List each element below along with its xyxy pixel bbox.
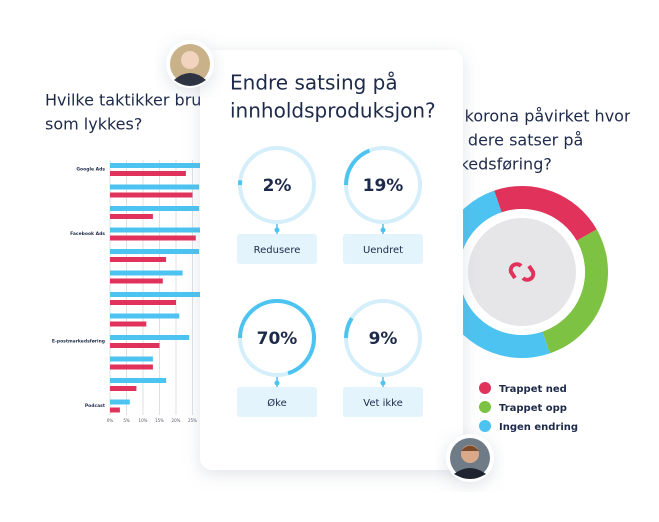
bar: [110, 321, 147, 327]
connector-dot: [274, 227, 280, 233]
category-label: Facebook Ads: [70, 231, 105, 237]
bar: [110, 257, 167, 262]
gauge-label: Øke: [267, 397, 286, 409]
label-box: [343, 234, 423, 264]
avatar: [166, 40, 214, 88]
bar: [110, 378, 167, 383]
bar: [110, 300, 176, 305]
donut-segment: [542, 229, 608, 354]
category-label: E-postmarkedsføring: [52, 339, 105, 345]
legend-label: Ingen endring: [499, 422, 578, 433]
avatar: [446, 434, 494, 482]
gauge-arc: [344, 299, 422, 377]
bar: [110, 364, 153, 370]
bar: [110, 227, 209, 233]
legend-swatch: [479, 420, 491, 432]
label-box: [237, 387, 317, 417]
gauge-label: Redusere: [254, 245, 301, 256]
card-title: Endre satsing på: [230, 71, 398, 95]
label-box: [237, 234, 317, 264]
bar: [110, 206, 200, 211]
gauge-value: 70%: [257, 329, 298, 349]
card-title: Hvilke taktikker bruk: [45, 91, 211, 110]
gauge-arc: [238, 146, 316, 224]
x-tick-label: 5%: [123, 418, 130, 423]
gauge-arc: [344, 146, 422, 224]
x-tick-label: 25%: [188, 418, 197, 423]
bar: [110, 235, 196, 241]
bar: [110, 249, 200, 254]
gauge-arc: [238, 299, 316, 377]
center-card: Endre satsing på innholdsproduksjon? 2% Red…: [200, 50, 463, 470]
gauge-label: Vet ikke: [363, 398, 402, 409]
card-bg: [200, 50, 463, 470]
card-title: som lykkes?: [45, 115, 142, 134]
category-label: Podcast: [85, 403, 106, 409]
donut-segment: [440, 190, 550, 358]
logo: [508, 262, 536, 282]
bar: [110, 214, 153, 219]
connector-dot: [274, 380, 280, 386]
gauge-value: 2%: [263, 176, 292, 196]
x-tick-label: 20%: [172, 418, 181, 423]
x-tick-label: 15%: [155, 418, 164, 423]
bar: [110, 278, 163, 284]
bar: [110, 270, 183, 276]
bar: [110, 335, 190, 340]
bar: [110, 313, 180, 319]
bar: [110, 356, 153, 362]
gauge-label: Uendret: [363, 245, 403, 256]
x-tick-label: 0%: [107, 418, 114, 423]
donut-segment: [494, 186, 597, 241]
bar: [110, 343, 160, 348]
label-box: [343, 387, 423, 417]
bar: [110, 399, 130, 405]
bar: [110, 184, 200, 190]
legend-swatch: [479, 382, 491, 394]
legend-label: Trappet ned: [499, 384, 567, 395]
bar: [110, 171, 186, 176]
legend-label: Trappet opp: [499, 403, 567, 414]
bar: [110, 163, 209, 168]
bar: [110, 192, 193, 198]
card-title: e dere satser på: [453, 131, 583, 150]
card-title: rkedsføring?: [453, 155, 552, 174]
card-title: innholdsproduksjon?: [230, 99, 436, 123]
right-card: r korona påvirket hvor e dere satser på rk…: [440, 70, 631, 450]
bar: [110, 292, 209, 297]
connector-dot: [380, 227, 386, 233]
gauge-value: 19%: [363, 176, 404, 196]
x-tick-label: 10%: [139, 418, 148, 423]
donut-inner: [468, 218, 576, 326]
gauge-value: 9%: [369, 329, 398, 349]
category-label: Google Ads: [76, 167, 105, 173]
bar: [110, 386, 137, 391]
card-title: r korona påvirket hvor: [453, 107, 631, 126]
bar: [110, 407, 120, 413]
left-card: Hvilke taktikker bruk som lykkes? 0% 5% 10% 1…: [28, 70, 240, 450]
connector-dot: [380, 380, 386, 386]
legend-swatch: [479, 401, 491, 413]
